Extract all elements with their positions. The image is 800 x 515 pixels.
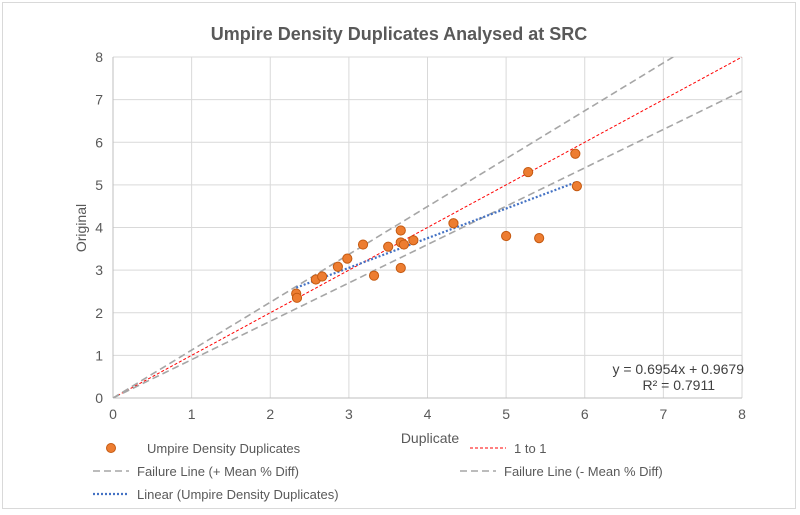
x-axis-label: Duplicate [401, 430, 460, 446]
y-tick-label: 3 [95, 262, 103, 278]
axes [112, 57, 742, 399]
data-point [368, 270, 380, 281]
data-point [448, 218, 459, 229]
x-tick-label: 2 [266, 406, 274, 422]
data-point [332, 261, 343, 272]
y-tick-label: 1 [95, 347, 103, 363]
legend-item: Umpire Density Duplicates [106, 441, 301, 456]
data-point [383, 241, 394, 252]
chart-title: Umpire Density Duplicates Analysed at SR… [211, 24, 587, 44]
chart-frame: Umpire Density Duplicates Analysed at SR… [2, 2, 796, 509]
y-tick-label: 2 [95, 305, 103, 321]
failure-line-3 [113, 90, 742, 398]
data-point [408, 235, 419, 246]
data-point [291, 292, 303, 303]
x-tick-label: 5 [502, 406, 510, 422]
legend-label: Linear (Umpire Density Duplicates) [137, 487, 339, 502]
data-point [357, 239, 369, 250]
legend-label: Failure Line (- Mean % Diff) [504, 464, 663, 479]
legend-item: Failure Line (+ Mean % Diff) [93, 464, 299, 479]
one-to-one-line-1 [113, 57, 742, 398]
data-point [342, 253, 353, 264]
legend-item: Failure Line (- Mean % Diff) [460, 464, 663, 479]
x-tick-label: 4 [424, 406, 432, 422]
data-point [534, 233, 545, 244]
x-tick-label: 8 [738, 406, 746, 422]
tick-labels: 0 1 2 3 4 5 6 7 8 0 1 2 3 4 5 6 7 8 [95, 49, 746, 422]
data-point [395, 262, 406, 274]
data-point [395, 225, 406, 236]
data-point [571, 181, 582, 192]
legend: Umpire Density Duplicates 1 to 1 Failure L… [93, 441, 663, 502]
equation-annotation: y = 0.6954x + 0.9679 [612, 361, 744, 377]
data-point [570, 148, 581, 159]
x-tick-label: 7 [659, 406, 667, 422]
x-tick-label: 6 [581, 406, 589, 422]
linear-trendline-4 [295, 180, 578, 289]
y-tick-label: 4 [95, 220, 103, 236]
legend-label: 1 to 1 [514, 441, 547, 456]
data-points [291, 148, 582, 303]
legend-item: 1 to 1 [470, 441, 547, 456]
y-tick-label: 5 [95, 177, 103, 193]
x-tick-label: 3 [345, 406, 353, 422]
y-tick-label: 8 [95, 49, 103, 65]
scatter-chart: Umpire Density Duplicates Analysed at SR… [73, 24, 746, 502]
r-squared-annotation: R² = 0.7911 [642, 377, 715, 393]
data-point [398, 239, 410, 250]
y-tick-label: 0 [95, 390, 103, 406]
x-tick-label: 0 [109, 406, 117, 422]
y-axis-label: Original [73, 204, 89, 252]
data-point [501, 230, 512, 242]
reference-lines [113, 57, 742, 398]
failure-line-2 [113, 57, 675, 398]
x-tick-label: 1 [188, 406, 196, 422]
data-point [523, 166, 534, 178]
legend-label: Failure Line (+ Mean % Diff) [137, 464, 299, 479]
data-point [317, 271, 328, 282]
y-tick-label: 7 [95, 92, 103, 108]
legend-item: Linear (Umpire Density Duplicates) [93, 487, 339, 502]
legend-label: Umpire Density Duplicates [147, 441, 301, 456]
y-tick-label: 6 [95, 134, 103, 150]
legend-marker [106, 443, 116, 453]
